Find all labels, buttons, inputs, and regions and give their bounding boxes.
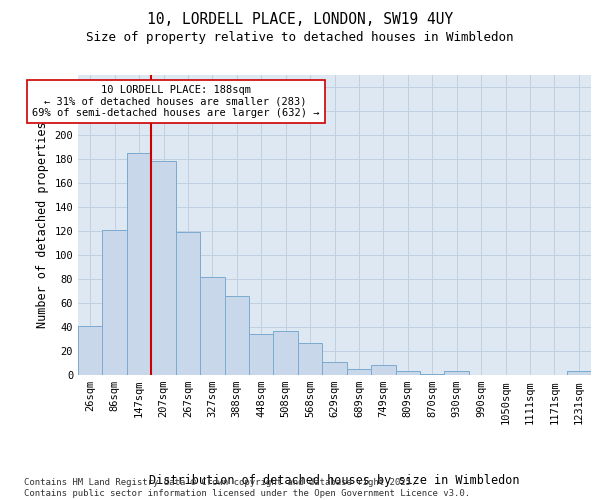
Bar (298, 342, 322, 375)
Bar (347, 369, 371, 375)
Text: 10, LORDELL PLACE, LONDON, SW19 4UY: 10, LORDELL PLACE, LONDON, SW19 4UY (147, 12, 453, 28)
Bar (395, 372, 420, 375)
Bar (103, 230, 127, 375)
Bar (224, 296, 249, 375)
X-axis label: Distribution of detached houses by size in Wimbledon: Distribution of detached houses by size … (149, 474, 520, 486)
Bar (322, 362, 347, 375)
Bar (274, 330, 298, 375)
Bar (371, 366, 395, 375)
Bar (127, 153, 151, 375)
Bar (566, 372, 591, 375)
Bar (420, 374, 445, 375)
Text: 10 LORDELL PLACE: 188sqm
← 31% of detached houses are smaller (283)
69% of semi-: 10 LORDELL PLACE: 188sqm ← 31% of detach… (32, 85, 319, 118)
Bar (445, 372, 469, 375)
Bar (200, 276, 224, 375)
Text: Size of property relative to detached houses in Wimbledon: Size of property relative to detached ho… (86, 31, 514, 44)
Y-axis label: Number of detached properties: Number of detached properties (36, 122, 49, 328)
Bar (249, 334, 274, 375)
Text: Contains HM Land Registry data © Crown copyright and database right 2025.
Contai: Contains HM Land Registry data © Crown c… (24, 478, 470, 498)
Bar (151, 162, 176, 375)
Bar (176, 232, 200, 375)
Bar (78, 326, 103, 375)
